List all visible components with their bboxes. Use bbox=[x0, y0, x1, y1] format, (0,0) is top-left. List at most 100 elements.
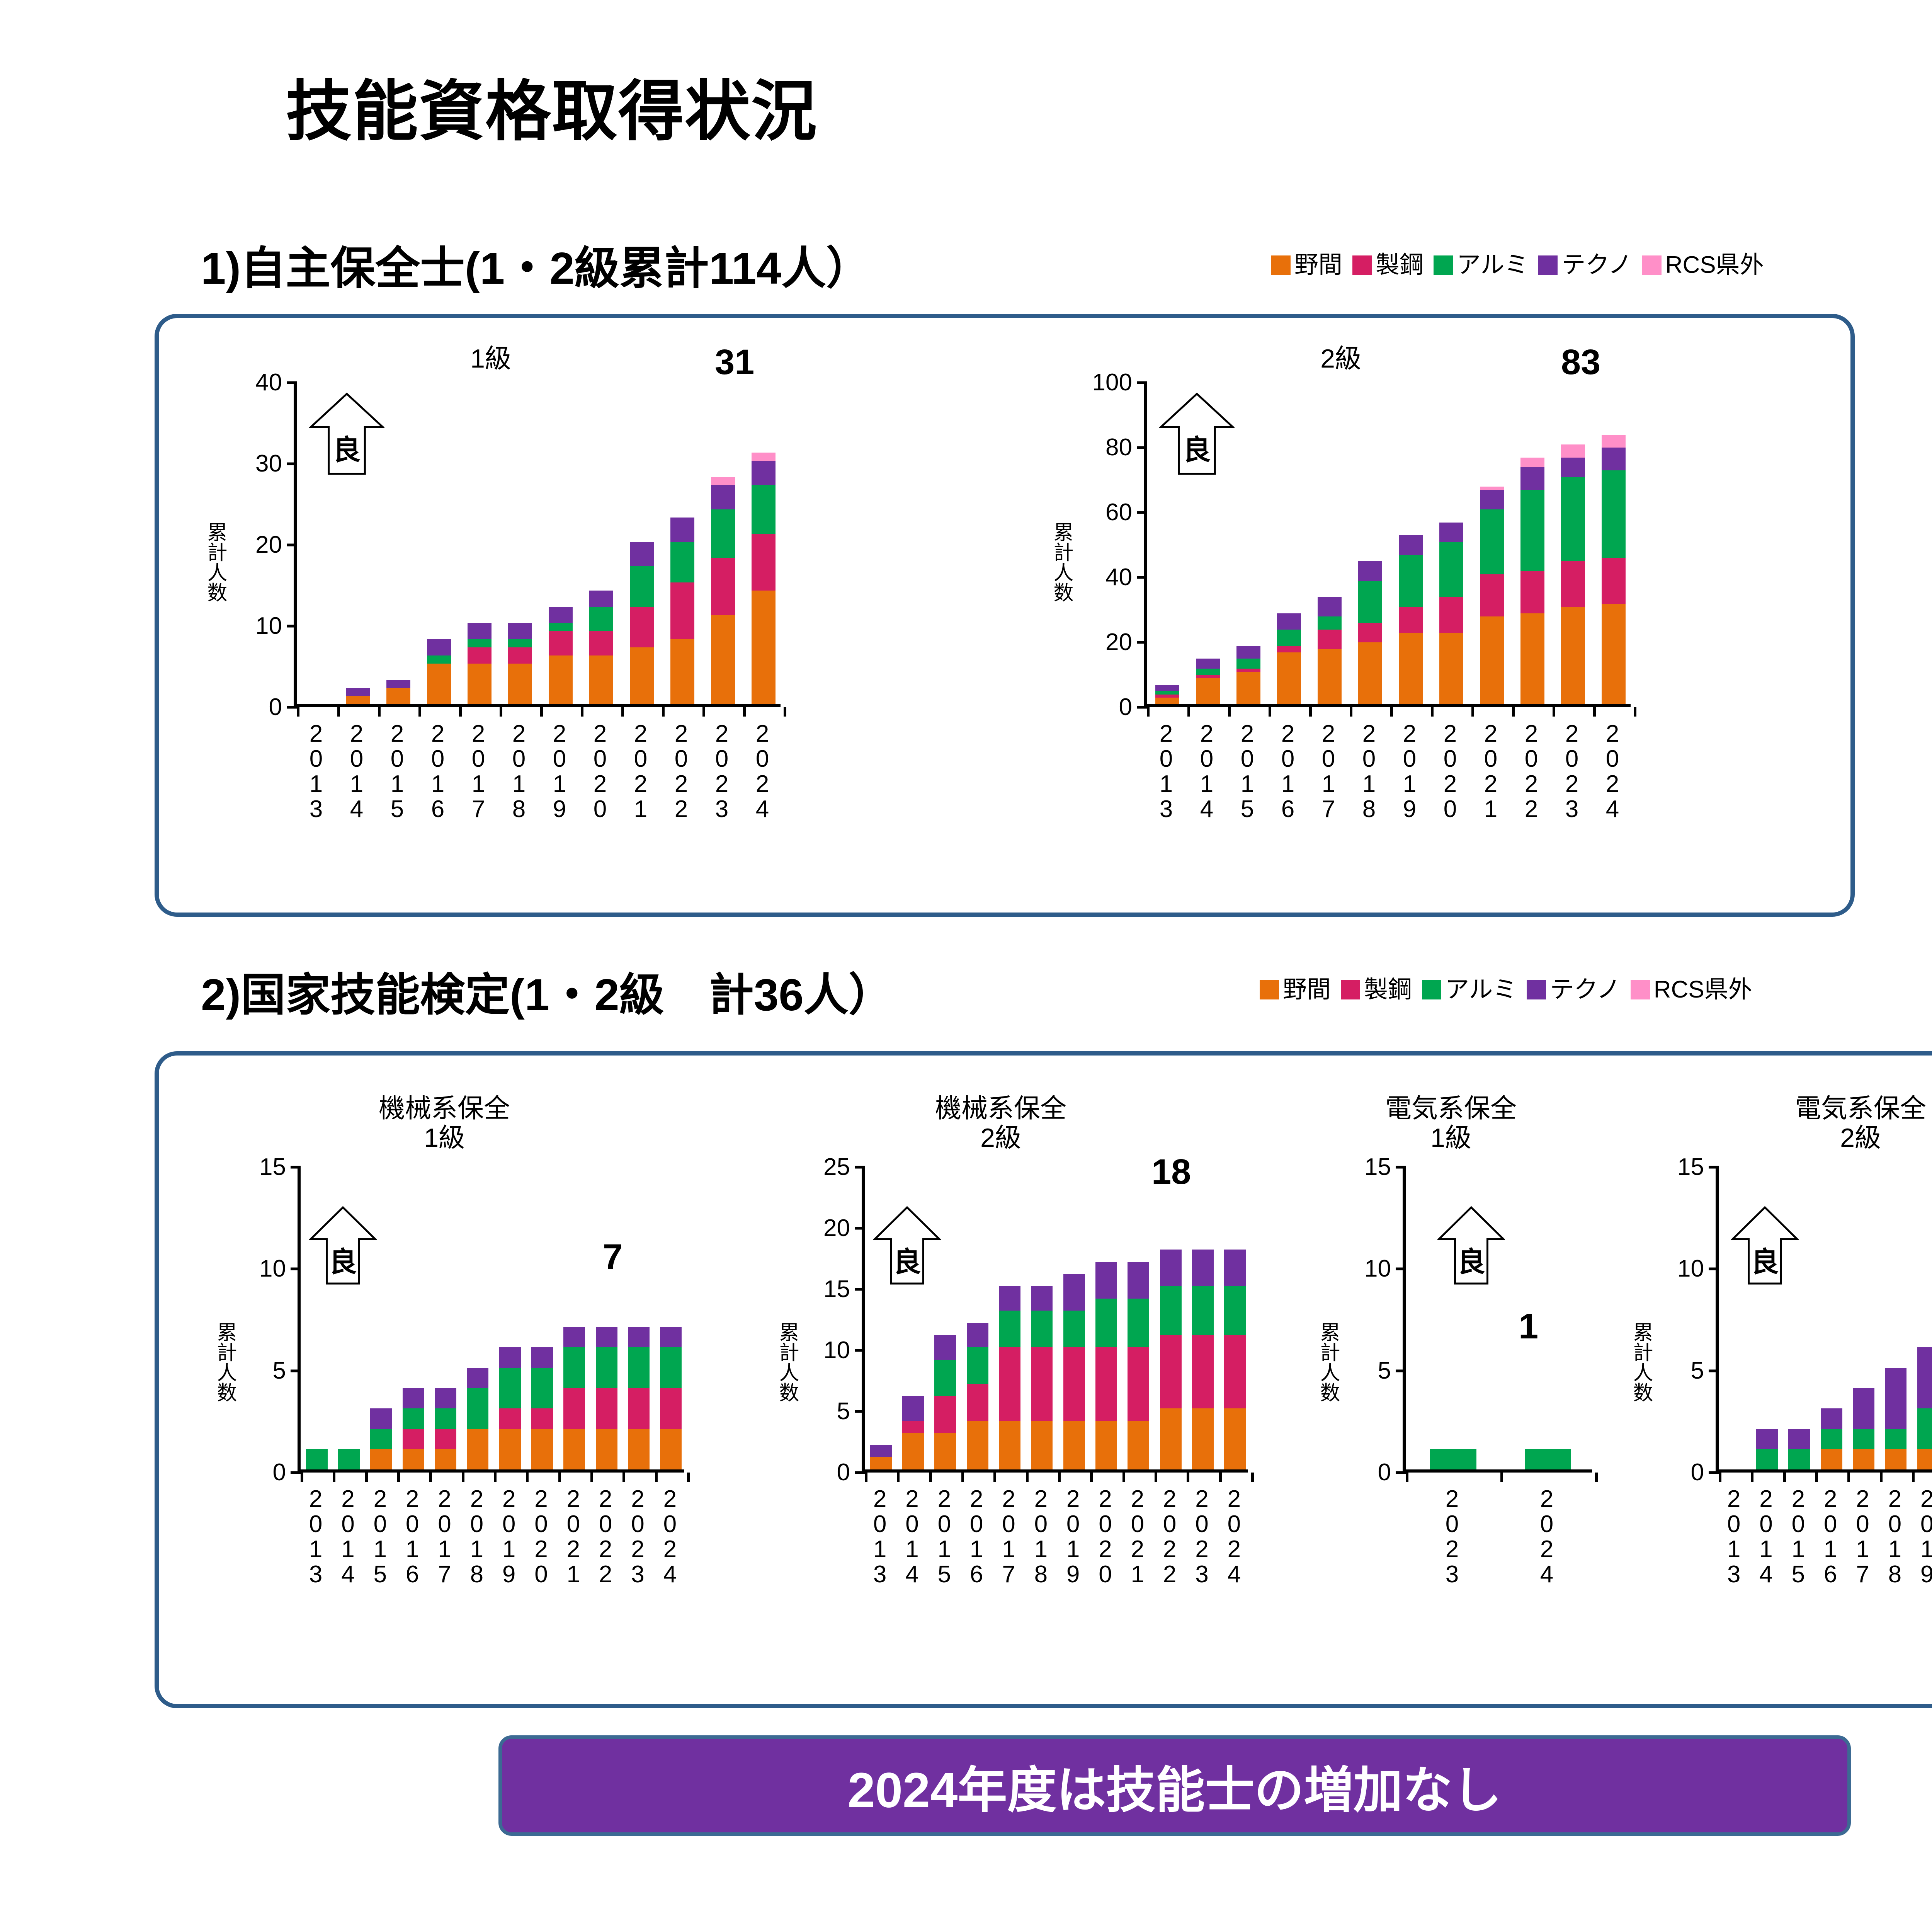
xtick-mark-kikai-1kyu-end bbox=[687, 1473, 690, 1482]
bar-denki-1kyu-2024 bbox=[1524, 1449, 1571, 1469]
ytick-label-jishu-1kyu-2: 20 bbox=[255, 531, 282, 558]
bar-segment-kikai-2kyu-2016-0 bbox=[966, 1420, 988, 1469]
bar-segment-kikai-2kyu-2023-0 bbox=[1192, 1408, 1214, 1469]
bar-segment-jishu-2kyu-2019-0 bbox=[1398, 633, 1423, 704]
xtick-mark-denki-1kyu-1 bbox=[1500, 1473, 1503, 1482]
ytick-mark-jishu-2kyu-2 bbox=[1137, 576, 1147, 579]
xtick-mark-denki-1kyu-0 bbox=[1406, 1473, 1408, 1482]
bar-segment-jishu-1kyu-2015-3 bbox=[386, 680, 410, 688]
y-axis-label-kikai-1kyu: 累計人数 bbox=[214, 1322, 236, 1402]
xtick-mark-jishu-1kyu-1 bbox=[337, 707, 340, 717]
ytick-mark-jishu-2kyu-5 bbox=[1137, 381, 1147, 384]
xtick-label-jishu-1kyu-2: 2015 bbox=[384, 720, 411, 821]
bar-segment-jishu-1kyu-2022-2 bbox=[670, 542, 694, 582]
total-label-kikai-2kyu: 18 bbox=[1151, 1152, 1191, 1192]
xtick-mark-jishu-1kyu-6 bbox=[540, 707, 543, 717]
legend-label-3: テクノ bbox=[1550, 976, 1621, 1003]
bar-kikai-1kyu-2022 bbox=[595, 1327, 617, 1469]
legend-swatch-icon-3 bbox=[1538, 255, 1558, 275]
bar-segment-kikai-2kyu-2023-1 bbox=[1192, 1335, 1214, 1408]
ytick-label-denki-1kyu-0: 0 bbox=[1378, 1459, 1391, 1486]
bar-kikai-1kyu-2015 bbox=[370, 1408, 392, 1469]
bar-segment-kikai-2kyu-2019-2 bbox=[1063, 1311, 1085, 1348]
bar-segment-kikai-1kyu-2023-1 bbox=[628, 1388, 650, 1429]
bar-jishu-2kyu-2013 bbox=[1155, 684, 1179, 704]
bar-kikai-2kyu-2017 bbox=[999, 1286, 1020, 1469]
xtick-mark-jishu-1kyu-5 bbox=[500, 707, 502, 717]
bar-segment-jishu-2kyu-2023-4 bbox=[1561, 444, 1585, 458]
plot-area-denki-2kyu: 0510152013201420152016201720182019202020… bbox=[1677, 1155, 1932, 1586]
bar-segment-jishu-1kyu-2017-1 bbox=[467, 647, 492, 664]
ytick-mark-denki-1kyu-2 bbox=[1396, 1267, 1406, 1270]
bar-segment-jishu-1kyu-2021-0 bbox=[629, 647, 654, 704]
bar-jishu-1kyu-2017 bbox=[467, 623, 492, 704]
ytick-label-jishu-1kyu-4: 40 bbox=[255, 369, 282, 396]
bar-segment-kikai-1kyu-2020-0 bbox=[531, 1428, 553, 1469]
bar-segment-jishu-2kyu-2021-0 bbox=[1480, 616, 1504, 704]
legend-entry-s1-4: RCS県外 bbox=[1642, 253, 1764, 277]
bar-segment-jishu-2kyu-2019-2 bbox=[1398, 555, 1423, 607]
xtick-label-jishu-2kyu-6: 2019 bbox=[1396, 720, 1423, 821]
bar-jishu-2kyu-2024 bbox=[1601, 434, 1626, 704]
bar-segment-jishu-1kyu-2023-4 bbox=[711, 477, 735, 485]
bar-segment-jishu-1kyu-2021-3 bbox=[629, 542, 654, 566]
bar-segment-jishu-2kyu-2024-1 bbox=[1601, 558, 1626, 604]
legend-swatch-icon-4 bbox=[1630, 980, 1650, 999]
xtick-label-jishu-2kyu-11: 2024 bbox=[1599, 720, 1626, 821]
legend-swatch-icon-1 bbox=[1352, 255, 1372, 275]
legend-entry-s1-3: テクノ bbox=[1538, 253, 1632, 277]
xtick-label-kikai-2kyu-0: 2013 bbox=[866, 1486, 893, 1586]
good-direction-arrow-icon-denki-1kyu: 良 bbox=[1437, 1206, 1505, 1285]
ytick-mark-jishu-2kyu-1 bbox=[1137, 641, 1147, 644]
ytick-mark-kikai-2kyu-1 bbox=[855, 1410, 865, 1413]
xtick-label-denki-2kyu-2: 2015 bbox=[1785, 1486, 1812, 1586]
bar-segment-jishu-2kyu-2015-1 bbox=[1236, 668, 1260, 672]
bar-segment-kikai-1kyu-2021-0 bbox=[563, 1428, 585, 1469]
page-title: 技能資格取得状況 bbox=[286, 75, 818, 148]
bar-segment-jishu-1kyu-2019-0 bbox=[548, 655, 573, 704]
xtick-mark-kikai-1kyu-6 bbox=[494, 1473, 497, 1482]
bar-segment-kikai-1kyu-2017-0 bbox=[435, 1449, 456, 1469]
bar-segment-jishu-2kyu-2021-2 bbox=[1480, 509, 1504, 575]
ytick-mark-kikai-1kyu-3 bbox=[291, 1166, 301, 1169]
good-label-jishu-2kyu: 良 bbox=[1183, 435, 1211, 466]
bar-segment-kikai-1kyu-2019-1 bbox=[499, 1408, 521, 1429]
legend-entry-s2-1: 製鋼 bbox=[1341, 978, 1412, 1002]
xtick-mark-jishu-1kyu-9 bbox=[662, 707, 665, 717]
xtick-mark-denki-2kyu-2 bbox=[1783, 1473, 1786, 1482]
ytick-label-denki-2kyu-3: 15 bbox=[1677, 1154, 1704, 1180]
chart-title-jishu-2kyu: 2級 bbox=[1320, 344, 1361, 373]
bar-segment-jishu-2kyu-2020-3 bbox=[1439, 522, 1463, 542]
bar-segment-kikai-2kyu-2016-1 bbox=[966, 1384, 988, 1421]
bar-segment-jishu-2kyu-2024-4 bbox=[1601, 434, 1626, 448]
bar-segment-denki-2kyu-2016-2 bbox=[1820, 1428, 1842, 1449]
bar-segment-kikai-1kyu-2014-2 bbox=[338, 1449, 360, 1469]
ytick-label-jishu-2kyu-4: 80 bbox=[1105, 434, 1132, 461]
bar-jishu-1kyu-2019 bbox=[548, 607, 573, 704]
legend-swatch-icon-0 bbox=[1271, 255, 1291, 275]
xtick-mark-kikai-2kyu-5 bbox=[1026, 1473, 1029, 1482]
bar-segment-kikai-1kyu-2022-0 bbox=[595, 1428, 617, 1469]
bar-segment-jishu-1kyu-2020-2 bbox=[589, 607, 613, 631]
chart-title-kikai-1kyu: 機械系保全 1級 bbox=[378, 1094, 510, 1153]
bar-segment-jishu-1kyu-2019-1 bbox=[548, 631, 573, 655]
xtick-mark-jishu-1kyu-end bbox=[784, 707, 786, 717]
xtick-mark-kikai-2kyu-8 bbox=[1122, 1473, 1125, 1482]
bar-segment-jishu-2kyu-2013-2 bbox=[1155, 691, 1179, 695]
xtick-mark-denki-2kyu-4 bbox=[1847, 1473, 1850, 1482]
bar-segment-denki-2kyu-2014-2 bbox=[1756, 1449, 1778, 1469]
xtick-label-kikai-1kyu-7: 2020 bbox=[528, 1486, 554, 1586]
ytick-mark-denki-1kyu-1 bbox=[1396, 1369, 1406, 1372]
bar-segment-kikai-1kyu-2017-1 bbox=[435, 1428, 456, 1449]
bar-kikai-1kyu-2013 bbox=[306, 1449, 328, 1469]
bar-segment-jishu-1kyu-2018-2 bbox=[508, 639, 532, 647]
bar-segment-jishu-2kyu-2017-3 bbox=[1317, 597, 1342, 617]
ytick-mark-jishu-1kyu-4 bbox=[287, 381, 297, 384]
ytick-label-denki-1kyu-2: 10 bbox=[1364, 1255, 1391, 1282]
bar-segment-jishu-1kyu-2024-3 bbox=[751, 461, 776, 485]
bar-segment-kikai-1kyu-2024-1 bbox=[660, 1388, 682, 1429]
bar-segment-denki-2kyu-2016-3 bbox=[1820, 1408, 1842, 1429]
bar-segment-kikai-1kyu-2020-2 bbox=[531, 1367, 553, 1409]
xtick-mark-kikai-1kyu-9 bbox=[590, 1473, 593, 1482]
bar-segment-jishu-2kyu-2023-3 bbox=[1561, 457, 1585, 477]
